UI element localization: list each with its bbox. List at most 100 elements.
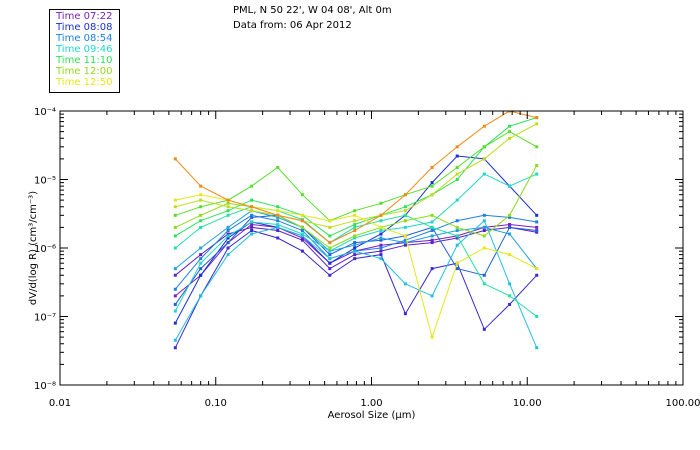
data-point xyxy=(226,225,230,229)
data-point xyxy=(535,122,539,126)
data-point xyxy=(173,234,177,238)
data-point xyxy=(199,253,203,257)
data-point xyxy=(379,213,383,217)
data-point xyxy=(250,232,254,236)
x-tick-label: 10.00 xyxy=(513,398,542,409)
data-point xyxy=(535,267,539,271)
data-point xyxy=(430,165,434,169)
x-axis-label: Aerosol Size (μm) xyxy=(328,410,416,421)
data-point xyxy=(482,229,486,233)
data-point xyxy=(300,249,304,253)
y-tick-label: 10⁻⁵ xyxy=(34,176,56,187)
legend-entry: Time 11:10 xyxy=(56,55,113,66)
data-point xyxy=(482,225,486,229)
data-point xyxy=(379,257,383,261)
legend-entry: Time 12:50 xyxy=(56,77,113,88)
data-point xyxy=(535,229,539,233)
data-point xyxy=(199,267,203,271)
data-point xyxy=(276,219,280,223)
data-point xyxy=(250,229,254,233)
y-tick-label: 10⁻⁴ xyxy=(34,107,56,118)
data-point xyxy=(508,124,512,128)
data-point xyxy=(353,234,357,238)
data-point xyxy=(379,225,383,229)
data-point xyxy=(173,225,177,229)
plot-frame xyxy=(59,110,684,386)
data-point xyxy=(508,294,512,298)
data-point xyxy=(508,223,512,227)
data-point xyxy=(199,257,203,261)
data-point xyxy=(508,213,512,217)
data-point xyxy=(430,225,434,229)
data-point xyxy=(403,234,407,238)
data-point xyxy=(482,327,486,331)
data-point xyxy=(482,172,486,176)
data-point xyxy=(276,209,280,213)
data-point xyxy=(430,184,434,188)
data-point xyxy=(535,346,539,350)
data-point xyxy=(508,136,512,140)
data-point xyxy=(455,267,459,271)
data-point xyxy=(403,225,407,229)
data-point xyxy=(379,246,383,250)
data-point xyxy=(455,225,459,229)
data-point xyxy=(455,165,459,169)
data-point xyxy=(328,267,332,271)
x-tick-label: 100.00 xyxy=(666,398,700,409)
data-point xyxy=(482,213,486,217)
data-point xyxy=(226,209,230,213)
legend-entry: Time 09:46 xyxy=(56,44,113,55)
data-point xyxy=(199,273,203,277)
data-point xyxy=(403,205,407,209)
data-point xyxy=(403,219,407,223)
data-point xyxy=(173,321,177,325)
data-point xyxy=(276,165,280,169)
data-point xyxy=(300,213,304,217)
data-point xyxy=(276,215,280,219)
data-point xyxy=(173,157,177,161)
data-point xyxy=(353,213,357,217)
data-point xyxy=(430,181,434,185)
data-point xyxy=(199,193,203,197)
data-point xyxy=(328,257,332,261)
data-point xyxy=(508,130,512,134)
data-point xyxy=(535,220,539,224)
data-point xyxy=(353,219,357,223)
data-point xyxy=(403,213,407,217)
data-point xyxy=(276,229,280,233)
data-point xyxy=(353,236,357,240)
data-point xyxy=(535,225,539,229)
data-point xyxy=(455,229,459,233)
data-point xyxy=(276,205,280,209)
data-point xyxy=(353,229,357,233)
data-point xyxy=(173,287,177,291)
legend-entry: Time 12:00 xyxy=(56,66,113,77)
chart-header-date: Data from: 06 Apr 2012 xyxy=(233,20,352,31)
data-point xyxy=(199,219,203,223)
data-point xyxy=(430,213,434,217)
data-point xyxy=(276,236,280,240)
data-point xyxy=(455,236,459,240)
data-point xyxy=(328,246,332,250)
data-point xyxy=(226,232,230,236)
data-point xyxy=(430,267,434,271)
data-point xyxy=(353,246,357,250)
data-point xyxy=(353,249,357,253)
data-point xyxy=(535,230,539,234)
data-point xyxy=(173,267,177,271)
data-point xyxy=(250,209,254,213)
data-point xyxy=(250,213,254,217)
data-point xyxy=(508,111,512,113)
data-point xyxy=(430,229,434,233)
data-point xyxy=(535,172,539,176)
data-point xyxy=(508,184,512,188)
data-point xyxy=(300,219,304,223)
data-point xyxy=(328,249,332,253)
y-axis-label: dV/d(log R) (cm³/cm⁻³) xyxy=(28,191,39,305)
data-point xyxy=(403,312,407,316)
legend-entry: Time 07:22 xyxy=(56,11,113,22)
data-point xyxy=(508,253,512,257)
data-point xyxy=(300,225,304,229)
data-point xyxy=(379,243,383,247)
axis-layer: 0.01 0.10 1.00 10.00 100.00 10⁻⁸ 10⁻⁷ 10⁻⁶ 10⁻⁵ 1… xyxy=(34,107,700,409)
